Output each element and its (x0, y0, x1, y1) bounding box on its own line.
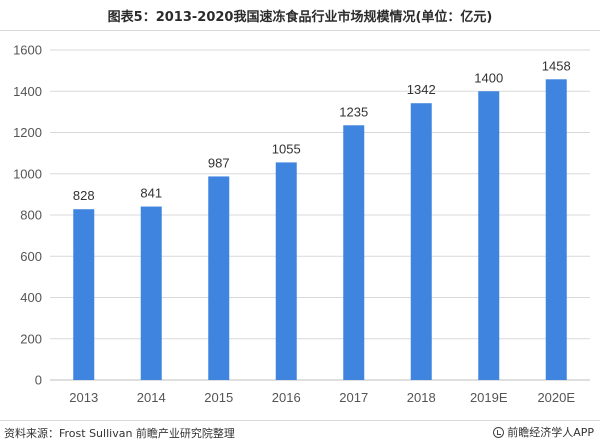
y-tick-label: 0 (35, 373, 42, 388)
y-tick-label: 1600 (13, 43, 42, 58)
chart-title: 图表5：2013-2020我国速冻食品行业市场规模情况(单位：亿元) (107, 10, 493, 25)
bar-2016 (275, 162, 297, 380)
bar-2020E (545, 79, 567, 380)
bar-2019E (478, 91, 500, 380)
x-tick-label-2017: 2017 (339, 390, 368, 405)
brand-credit: 前瞻经济学人APP (493, 424, 594, 440)
data-label-2015: 987 (208, 155, 230, 170)
data-label-2016: 1055 (272, 141, 301, 156)
x-tick-label-2019E: 2019E (470, 390, 508, 405)
bar-2015 (208, 176, 230, 380)
data-label-2018: 1342 (407, 82, 436, 97)
y-tick-label: 1000 (13, 166, 42, 181)
x-tick-label-2013: 2013 (69, 390, 98, 405)
x-tick-label-2018: 2018 (407, 390, 436, 405)
data-label-2020E: 1458 (542, 58, 571, 73)
y-tick-label: 1400 (13, 84, 42, 99)
bar-2018 (410, 103, 432, 381)
bar-chart: 0 200 400 600 800 1000 1200 1400 1600 828 2013 841 2… (13, 43, 590, 405)
y-tick-label: 1200 (13, 125, 42, 140)
x-tick-label-2014: 2014 (137, 390, 166, 405)
y-tick-label: 800 (20, 208, 42, 223)
x-tick-label-2020E: 2020E (537, 390, 575, 405)
brand-name: 前瞻经济学人APP (507, 426, 594, 439)
y-tick-label: 600 (20, 249, 42, 264)
y-tick-label: 200 (20, 331, 42, 346)
footer-divider (0, 420, 600, 421)
bar-2013 (73, 209, 95, 380)
data-label-2013: 828 (73, 188, 95, 203)
data-label-2014: 841 (140, 186, 162, 201)
brand-logo-icon (493, 426, 505, 438)
x-tick-label-2015: 2015 (204, 390, 233, 405)
bar-2017 (343, 125, 365, 380)
title-divider (0, 30, 600, 31)
x-tick-label-2016: 2016 (272, 390, 301, 405)
data-label-2017: 1235 (339, 104, 368, 119)
source-note: 资料来源：Frost Sullivan 前瞻产业研究院整理 (4, 427, 235, 440)
data-label-2019E: 1400 (474, 70, 503, 85)
y-tick-label: 400 (20, 290, 42, 305)
bar-2014 (140, 206, 162, 380)
